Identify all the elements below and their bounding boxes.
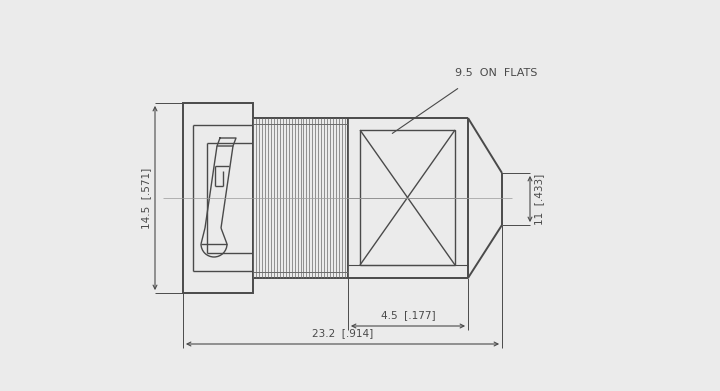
Bar bbox=[183, 103, 253, 293]
Text: 4.5  [.177]: 4.5 [.177] bbox=[381, 310, 436, 320]
Bar bbox=[360, 130, 455, 265]
Text: 9.5  ON  FLATS: 9.5 ON FLATS bbox=[455, 68, 537, 78]
Text: 23.2  [.914]: 23.2 [.914] bbox=[312, 328, 373, 338]
Text: 14.5  [.571]: 14.5 [.571] bbox=[141, 167, 151, 229]
Text: 11  [.433]: 11 [.433] bbox=[534, 173, 544, 224]
